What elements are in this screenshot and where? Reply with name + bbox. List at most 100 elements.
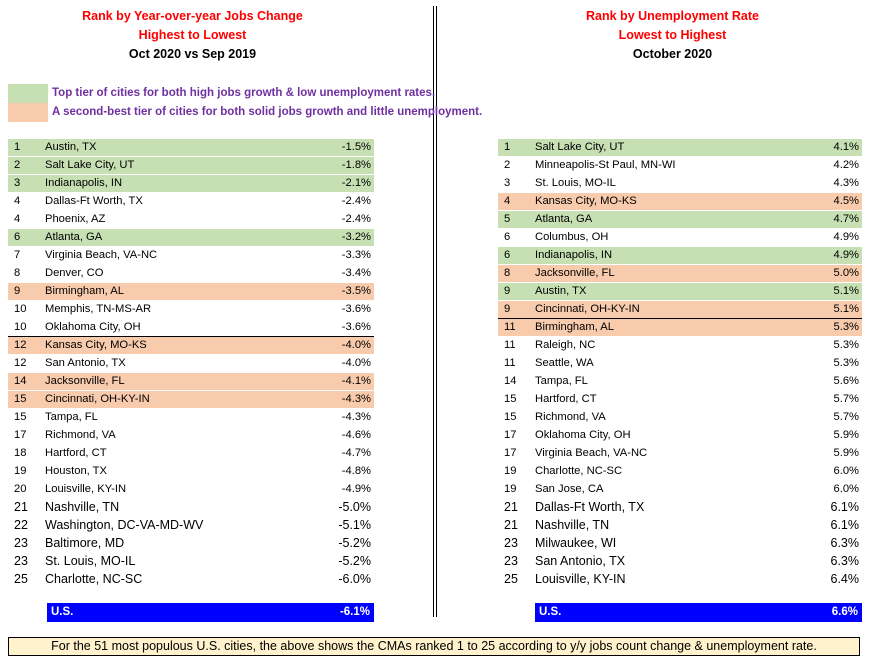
jobs-city-cell: Austin, TX	[45, 141, 97, 153]
unemployment-table-row: 19 Charlotte, NC-SC 6.0%	[498, 463, 862, 480]
right-header: Rank by Unemployment Rate Lowest to High…	[520, 7, 825, 64]
unemployment-city-cell: Virginia Beach, VA-NC	[535, 447, 648, 459]
jobs-city-cell: Memphis, TN-MS-AR	[45, 303, 152, 315]
jobs-city-cell: Oklahoma City, OH	[45, 321, 141, 333]
unemployment-rank-cell: 17	[504, 447, 517, 459]
unemployment-value-cell: 5.3%	[833, 339, 860, 351]
jobs-table-row: 23 Baltimore, MD -5.2%	[8, 535, 374, 552]
unemployment-rank-cell: 15	[504, 393, 517, 405]
unemployment-table-row: 2 Minneapolis-St Paul, MN-WI 4.2%	[498, 157, 862, 174]
unemployment-rank-cell: 21	[504, 500, 518, 514]
unemployment-rank-cell: 14	[504, 375, 517, 387]
left-us-label: U.S.	[51, 606, 74, 618]
jobs-city-cell: Cincinnati, OH-KY-IN	[45, 393, 150, 405]
jobs-value-cell: -3.4%	[341, 267, 371, 279]
jobs-value-cell: -4.0%	[341, 357, 371, 369]
jobs-table-row: 1 Austin, TX -1.5%	[8, 139, 374, 156]
jobs-table-row: 3 Indianapolis, IN -2.1%	[8, 175, 374, 192]
unemployment-value-cell: 6.3%	[830, 554, 860, 568]
jobs-rank-cell: 6	[14, 231, 21, 243]
tier1-swatch	[8, 84, 48, 103]
jobs-city-cell: Tampa, FL	[45, 411, 98, 423]
unemployment-rank-cell: 23	[504, 536, 518, 550]
jobs-rank-cell: 17	[14, 429, 27, 441]
jobs-table-row: 10 Oklahoma City, OH -3.6%	[8, 319, 374, 336]
jobs-city-cell: Birmingham, AL	[45, 285, 124, 297]
unemployment-table-row: 15 Richmond, VA 5.7%	[498, 409, 862, 426]
jobs-rank-cell: 12	[14, 339, 27, 351]
jobs-table-row: 22 Washington, DC-VA-MD-WV -5.1%	[8, 517, 374, 534]
right-us-bar: U.S. 6.6%	[535, 603, 862, 622]
jobs-rank-cell: 22	[14, 518, 28, 532]
unemployment-value-cell: 5.0%	[833, 267, 860, 279]
unemployment-top-ten-divider	[498, 318, 862, 319]
jobs-city-cell: Denver, CO	[45, 267, 104, 279]
jobs-rank-cell: 20	[14, 483, 27, 495]
unemployment-rank-cell: 11	[504, 357, 516, 369]
unemployment-rank-cell: 8	[504, 267, 511, 279]
right-us-value: 6.6%	[831, 606, 858, 618]
jobs-value-cell: -4.8%	[341, 465, 371, 477]
unemployment-rank-cell: 6	[504, 231, 511, 243]
unemployment-table-row: 23 San Antonio, TX 6.3%	[498, 553, 862, 570]
unemployment-table-row: 9 Cincinnati, OH-KY-IN 5.1%	[498, 301, 862, 318]
unemployment-rank-cell: 17	[504, 429, 517, 441]
jobs-table-row: 15 Cincinnati, OH-KY-IN -4.3%	[8, 391, 374, 408]
tier1-legend-text: Top tier of cities for both high jobs gr…	[52, 87, 436, 99]
right-title: Rank by Unemployment Rate	[586, 9, 759, 23]
unemployment-value-cell: 4.5%	[833, 195, 860, 207]
unemployment-city-cell: Seattle, WA	[535, 357, 594, 369]
unemployment-table-row: 25 Louisville, KY-IN 6.4%	[498, 571, 862, 588]
unemployment-value-cell: 4.9%	[833, 249, 860, 261]
jobs-rank-cell: 19	[14, 465, 27, 477]
unemployment-table-row: 17 Virginia Beach, VA-NC 5.9%	[498, 445, 862, 462]
unemployment-city-cell: Hartford, CT	[535, 393, 597, 405]
unemployment-value-cell: 5.3%	[833, 321, 860, 333]
jobs-value-cell: -3.2%	[341, 231, 371, 243]
vertical-separator	[433, 6, 437, 617]
jobs-value-cell: -4.3%	[341, 393, 371, 405]
jobs-rank-cell: 9	[14, 285, 21, 297]
unemployment-table-row: 9 Austin, TX 5.1%	[498, 283, 862, 300]
legend-tier1: Top tier of cities for both high jobs gr…	[8, 84, 588, 103]
left-us-bar: U.S. -6.1%	[47, 603, 374, 622]
unemployment-rank-cell: 21	[504, 518, 518, 532]
unemployment-table-row: 17 Oklahoma City, OH 5.9%	[498, 427, 862, 444]
unemployment-value-cell: 6.1%	[830, 518, 860, 532]
jobs-city-cell: Indianapolis, IN	[45, 177, 123, 189]
unemployment-value-cell: 6.0%	[833, 483, 860, 495]
unemployment-city-cell: Kansas City, MO-KS	[535, 195, 637, 207]
jobs-city-cell: Dallas-Ft Worth, TX	[45, 195, 143, 207]
jobs-table-row: 25 Charlotte, NC-SC -6.0%	[8, 571, 374, 588]
unemployment-rank-cell: 1	[504, 141, 511, 153]
left-subtitle: Highest to Lowest	[138, 28, 247, 42]
jobs-value-cell: -4.1%	[341, 375, 371, 387]
unemployment-table-row: 8 Jacksonville, FL 5.0%	[498, 265, 862, 282]
unemployment-table-row: 23 Milwaukee, WI 6.3%	[498, 535, 862, 552]
jobs-value-cell: -2.4%	[341, 195, 371, 207]
unemployment-city-cell: Minneapolis-St Paul, MN-WI	[535, 159, 676, 171]
jobs-table-row: 12 San Antonio, TX -4.0%	[8, 355, 374, 372]
jobs-value-cell: -1.5%	[341, 141, 371, 153]
jobs-change-table: 1 Austin, TX -1.5% 2 Salt Lake City, UT -1.8%…	[8, 139, 374, 589]
unemployment-rank-cell: 3	[504, 177, 511, 189]
jobs-city-cell: Washington, DC-VA-MD-WV	[45, 518, 204, 532]
jobs-value-cell: -5.1%	[338, 518, 371, 532]
unemployment-value-cell: 5.6%	[833, 375, 860, 387]
unemployment-table-row: 3 St. Louis, MO-IL 4.3%	[498, 175, 862, 192]
unemployment-city-cell: Louisville, KY-IN	[535, 572, 626, 586]
jobs-rank-cell: 23	[14, 536, 28, 550]
jobs-table-row: 17 Richmond, VA -4.6%	[8, 427, 374, 444]
jobs-rank-cell: 23	[14, 554, 28, 568]
unemployment-rank-cell: 11	[504, 321, 516, 333]
jobs-city-cell: Phoenix, AZ	[45, 213, 106, 225]
unemployment-city-cell: Austin, TX	[535, 285, 587, 297]
unemployment-value-cell: 4.1%	[833, 141, 860, 153]
jobs-city-cell: Nashville, TN	[45, 500, 120, 514]
unemployment-rank-cell: 23	[504, 554, 518, 568]
unemployment-value-cell: 5.1%	[833, 285, 860, 297]
jobs-rank-cell: 8	[14, 267, 21, 279]
jobs-table-row: 18 Hartford, CT -4.7%	[8, 445, 374, 462]
jobs-rank-cell: 2	[14, 159, 21, 171]
jobs-city-cell: Kansas City, MO-KS	[45, 339, 147, 351]
